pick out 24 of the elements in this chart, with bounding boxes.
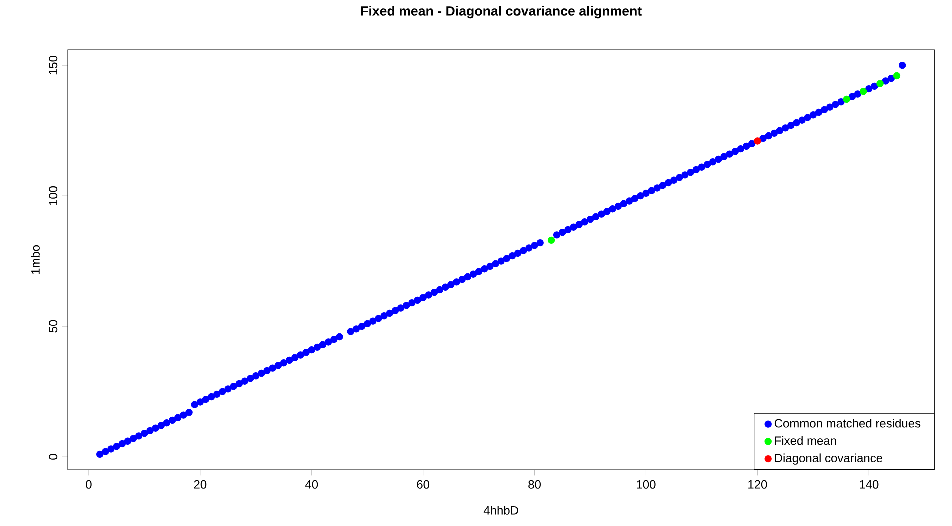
y-axis-title: 1mbo (31, 246, 40, 274)
point (893, 72, 901, 80)
point (843, 96, 850, 104)
x-tick-label: 100 (637, 480, 656, 489)
point (876, 80, 884, 88)
x-axis-title: 4hhbD (484, 506, 518, 515)
y-tick-label: 100 (49, 186, 58, 206)
point (548, 236, 556, 244)
legend-label: Fixed mean (775, 436, 836, 446)
x-tick-label: 0 (86, 480, 92, 489)
x-tick-label: 140 (860, 480, 879, 489)
x-tick-label: 20 (194, 480, 207, 489)
point (860, 88, 868, 96)
x-tick-label: 120 (748, 480, 768, 489)
x-tick-label: 60 (417, 480, 430, 489)
x-tick-label: 40 (305, 480, 318, 489)
legend-label: Diagonal covariance (775, 454, 883, 465)
chart-title: Fixed mean - Diagonal covariance alignment (361, 6, 642, 19)
y-tick-label: 0 (49, 454, 58, 460)
legend-label: Common matched residues (774, 418, 921, 428)
y-tick-label: 50 (49, 320, 58, 333)
x-tick-label: 80 (528, 480, 541, 489)
point (754, 138, 762, 145)
y-tick-label: 150 (49, 56, 58, 75)
